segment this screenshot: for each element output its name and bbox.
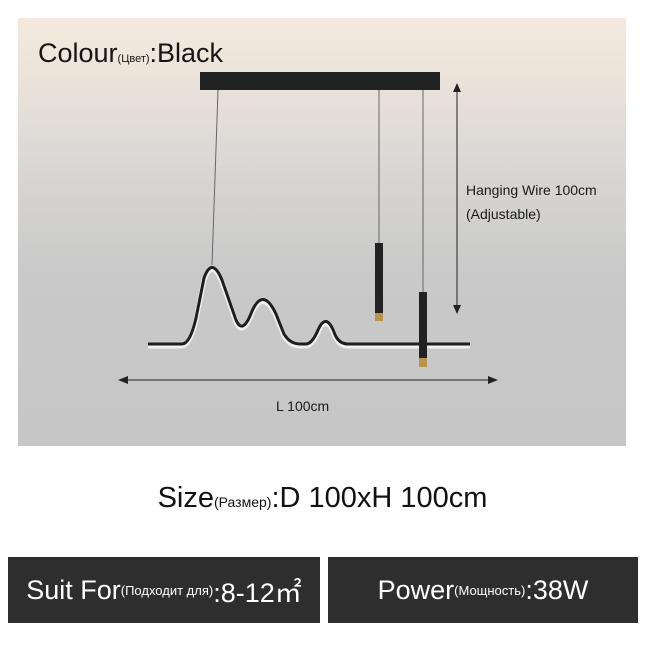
length-label: L 100cm (276, 398, 330, 414)
wire-1 (211, 89, 219, 266)
ceiling-canopy (200, 72, 440, 90)
suit-for-box: Suit For (Подходит для):8-12㎡ (8, 557, 320, 623)
power-box: Power (Мощность):38W (328, 557, 638, 623)
adjustable-label: (Adjustable) (466, 206, 541, 222)
pendant-1 (375, 243, 383, 315)
pendant-2-tip (419, 358, 427, 367)
colour-label: Colour(Цвет):Black (38, 38, 224, 68)
pendant-2 (419, 292, 427, 360)
wave-lamp (148, 266, 470, 346)
size-label: Size(Размер):D 100xH 100cm (157, 482, 488, 514)
pendant-1-tip (375, 313, 383, 321)
hanging-wire-label: Hanging Wire 100cm (466, 182, 597, 198)
